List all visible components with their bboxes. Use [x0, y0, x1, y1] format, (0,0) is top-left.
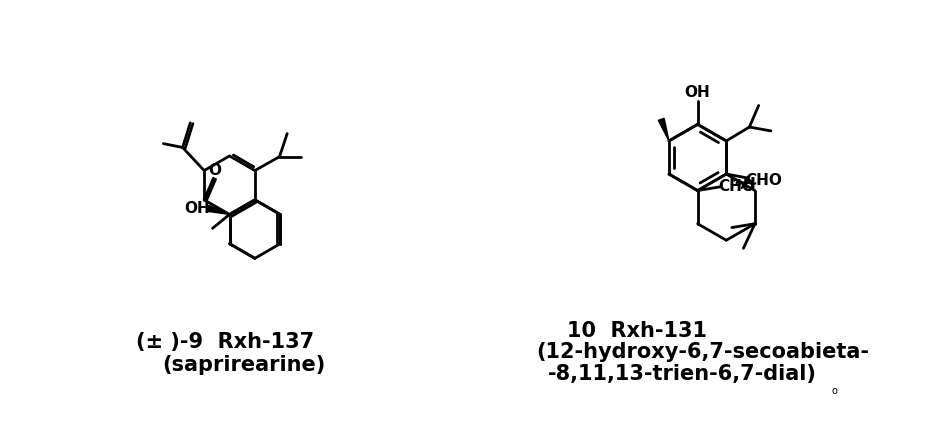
Text: -8,11,13-trien-6,7-dial): -8,11,13-trien-6,7-dial)	[547, 364, 817, 384]
Polygon shape	[207, 205, 230, 215]
Text: (12-hydroxy-6,7-secoabieta-: (12-hydroxy-6,7-secoabieta-	[536, 342, 869, 362]
Text: CHO: CHO	[719, 179, 755, 194]
Text: OH: OH	[185, 201, 210, 216]
Text: o: o	[832, 386, 837, 396]
Polygon shape	[658, 118, 669, 141]
Text: O: O	[208, 163, 221, 178]
Text: (± )-9  Rxh-137: (± )-9 Rxh-137	[136, 332, 314, 352]
Text: 10  Rxh-131: 10 Rxh-131	[567, 321, 706, 341]
Text: (saprirearine): (saprirearine)	[162, 355, 326, 375]
Text: CHO: CHO	[745, 173, 782, 188]
Text: H: H	[743, 178, 755, 192]
Text: OH: OH	[685, 85, 710, 99]
